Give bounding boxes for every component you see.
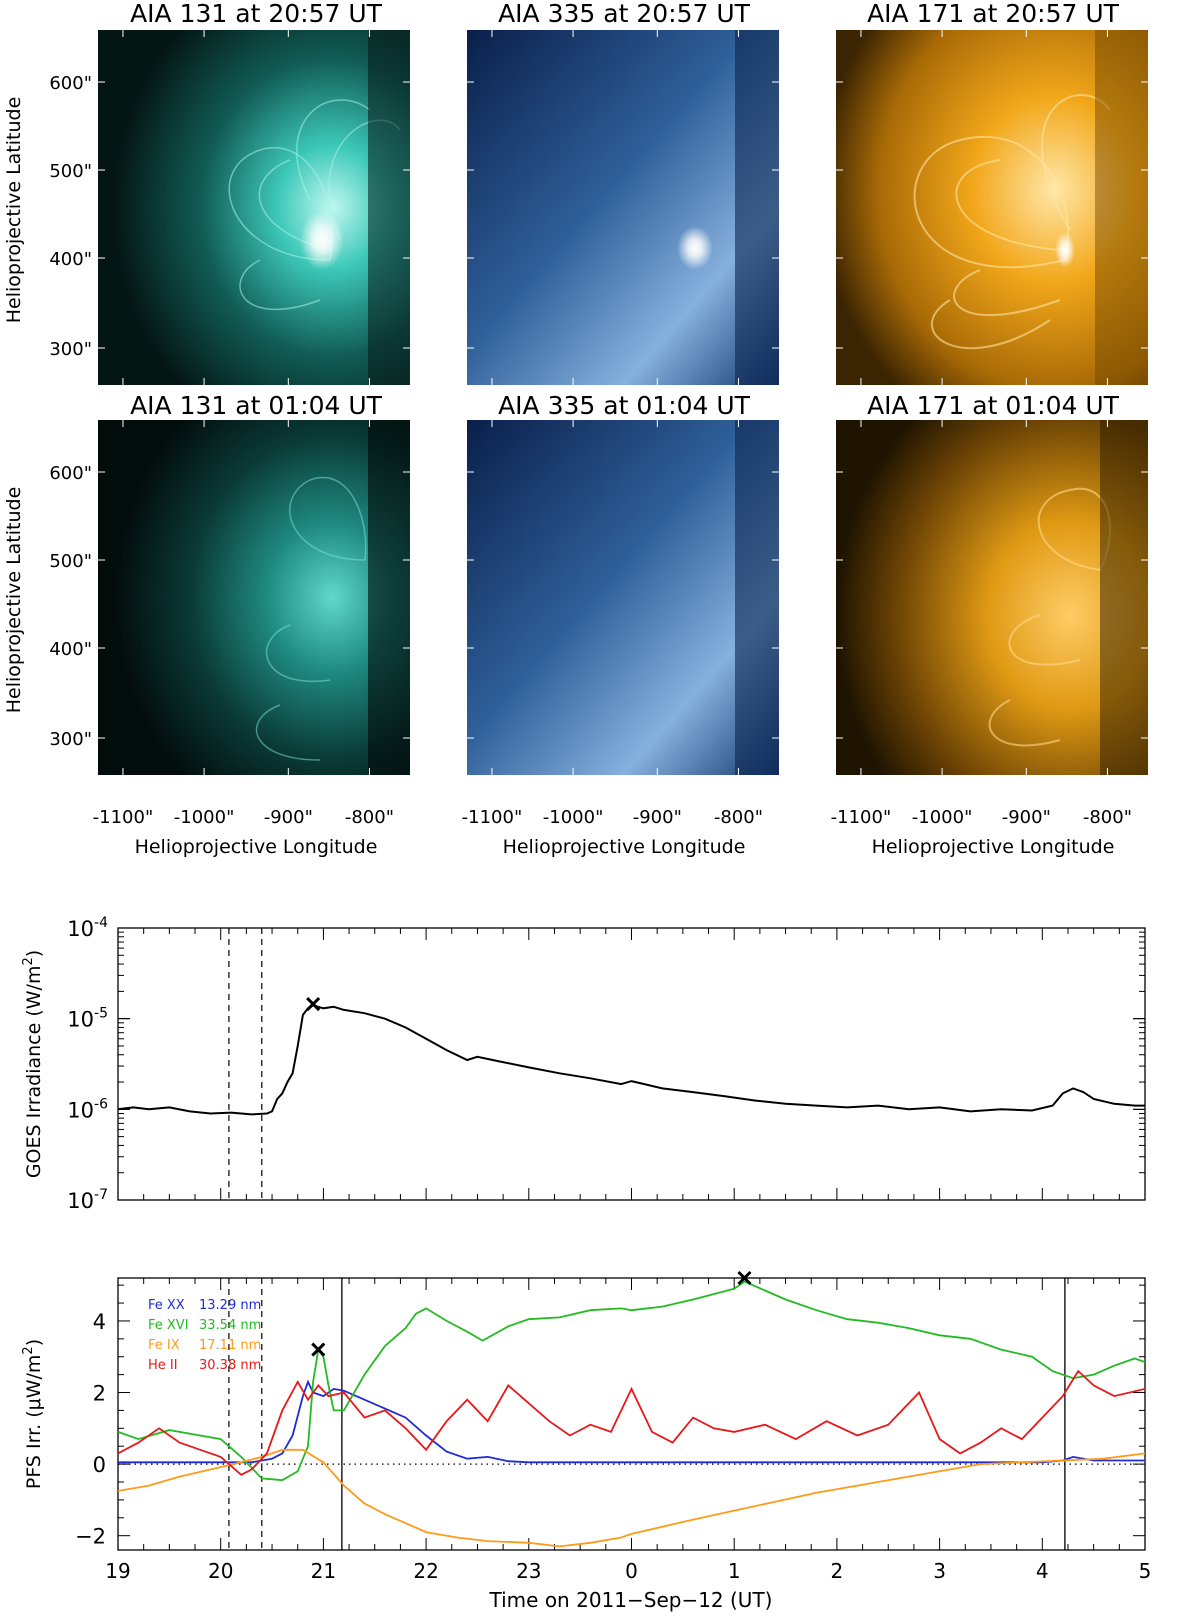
goes-peak-marker [306,996,321,1012]
panel-aia335-t2: AIA 335 at 01:04 UT [467,391,779,775]
flare-kernel [677,226,713,270]
aia171-image [836,30,1148,385]
goes-chart: 10-4 10-5 10-6 10-7 GOES Irradiance (W/m2) [21,915,1146,1213]
flare-kernel [1055,232,1075,268]
panel-aia131-t1: AIA 131 at 20:57 UT [98,0,410,385]
image-xtick-label: -800" [345,807,394,828]
x-tick-label: 21 [311,1559,336,1583]
pfs-series-line [118,1379,1145,1464]
goes-content: 10-4 10-5 10-6 10-7 [67,915,1146,1213]
xlabel-col1: Helioprojective Longitude [135,836,378,858]
goes-frame [117,927,1146,1201]
image-ytick-label: 600" [49,463,92,484]
legend-wavelength: 13.29 nm [199,1298,261,1313]
pfs-xlabel: Time on 2011−Sep−12 (UT) [489,1588,773,1612]
x-tick-label: 22 [413,1559,438,1583]
panel-aia335-t1: AIA 335 at 20:57 UT [467,0,779,385]
xlabel-col2: Helioprojective Longitude [503,836,746,858]
x-tick-label: 1 [728,1559,741,1583]
pfs-series-group [118,1280,1145,1548]
y-tick-label: −2 [75,1525,106,1549]
image-xtick-label: -1000" [912,807,973,828]
panel-title: AIA 335 at 01:04 UT [498,391,751,420]
row2-ylabel: Helioprojective Latitude [3,487,25,714]
legend-name: He II [148,1358,178,1373]
aia335-image [467,420,779,775]
pfs-peak-marker [311,1342,326,1357]
panel-title: AIA 131 at 01:04 UT [130,391,383,420]
y-tick-label: 10-5 [67,1006,108,1032]
panel-aia171-t2: AIA 171 at 01:04 UT [836,391,1148,775]
y-tick-label: 10-4 [67,915,108,941]
x-tick-label: 3 [933,1559,946,1583]
image-ytick-label: 500" [49,551,92,572]
image-axes: 600" 500" 400" 300" 600" 500" 400" 300" -1100" -1… [49,30,1148,828]
coronal-loops [255,476,367,761]
image-xtick-label: -1100" [831,807,892,828]
pfs-frame [117,1277,1146,1551]
image-ytick-label: 300" [49,339,92,360]
legend-wavelength: 17.11 nm [199,1338,261,1353]
image-xtick-label: -900" [1002,807,1051,828]
image-xtick-label: -1000" [543,807,604,828]
x-tick-label: 5 [1139,1559,1152,1583]
image-xtick-label: -800" [1083,807,1132,828]
image-ytick-label: 600" [49,73,92,94]
panel-aia131-t2: AIA 131 at 01:04 UT [98,391,410,775]
coronal-loops [913,94,1111,349]
panel-title: AIA 131 at 20:57 UT [130,0,383,28]
y-tick-label: 10-7 [67,1187,108,1213]
goes-ylabel: GOES Irradiance (W/m2) [21,950,45,1178]
image-ytick-label: 400" [49,249,92,270]
x-tick-label: 4 [1036,1559,1049,1583]
flare-kernel [300,210,344,270]
panel-aia171-t1: AIA 171 at 20:57 UT [836,0,1148,385]
xlabel-col3: Helioprojective Longitude [872,836,1115,858]
pfs-ylabel: PFS Irr. (μW/m2) [21,1339,45,1489]
pfs-peak-marker [737,1270,752,1286]
row1-ylabel: Helioprojective Latitude [3,97,25,324]
x-tick-label: 0 [625,1559,638,1583]
panel-title: AIA 171 at 01:04 UT [867,391,1120,420]
y-tick-label: 4 [93,1310,106,1334]
image-xtick-label: -1100" [462,807,523,828]
image-xtick-label: -1000" [174,807,235,828]
pfs-series-line [118,1448,1145,1548]
pfs-series-line [118,1280,1145,1482]
legend-name: Fe XVI [148,1318,189,1333]
aia335-image [467,30,779,385]
y-tick-label: 10-6 [67,1096,108,1122]
aia131-image [98,420,410,775]
legend-name: Fe XX [148,1298,185,1313]
image-ytick-label: 500" [49,161,92,182]
image-ytick-label: 300" [49,729,92,750]
y-tick-label: 2 [93,1382,106,1406]
aia131-image [98,30,410,385]
legend-wavelength: 30.38 nm [199,1358,261,1373]
image-ytick-label: 400" [49,639,92,660]
image-grid: AIA 131 at 20:57 UT AIA 335 at 20:57 UT … [3,0,1148,858]
legend-name: Fe IX [148,1338,180,1353]
pfs-series-line [118,1369,1145,1476]
image-xtick-label: -1100" [93,807,154,828]
x-tick-label: 19 [105,1559,130,1583]
x-tick-label: 23 [516,1559,541,1583]
legend-wavelength: 33.54 nm [199,1318,261,1333]
x-tick-label: 20 [208,1559,233,1583]
x-tick-label: 2 [831,1559,844,1583]
panel-title: AIA 335 at 20:57 UT [498,0,751,28]
y-tick-label: 0 [93,1453,106,1477]
image-xtick-label: -900" [633,807,682,828]
goes-series-line [117,1004,1145,1116]
panel-title: AIA 171 at 20:57 UT [867,0,1120,28]
image-xtick-label: -800" [714,807,763,828]
image-xtick-label: -900" [264,807,313,828]
